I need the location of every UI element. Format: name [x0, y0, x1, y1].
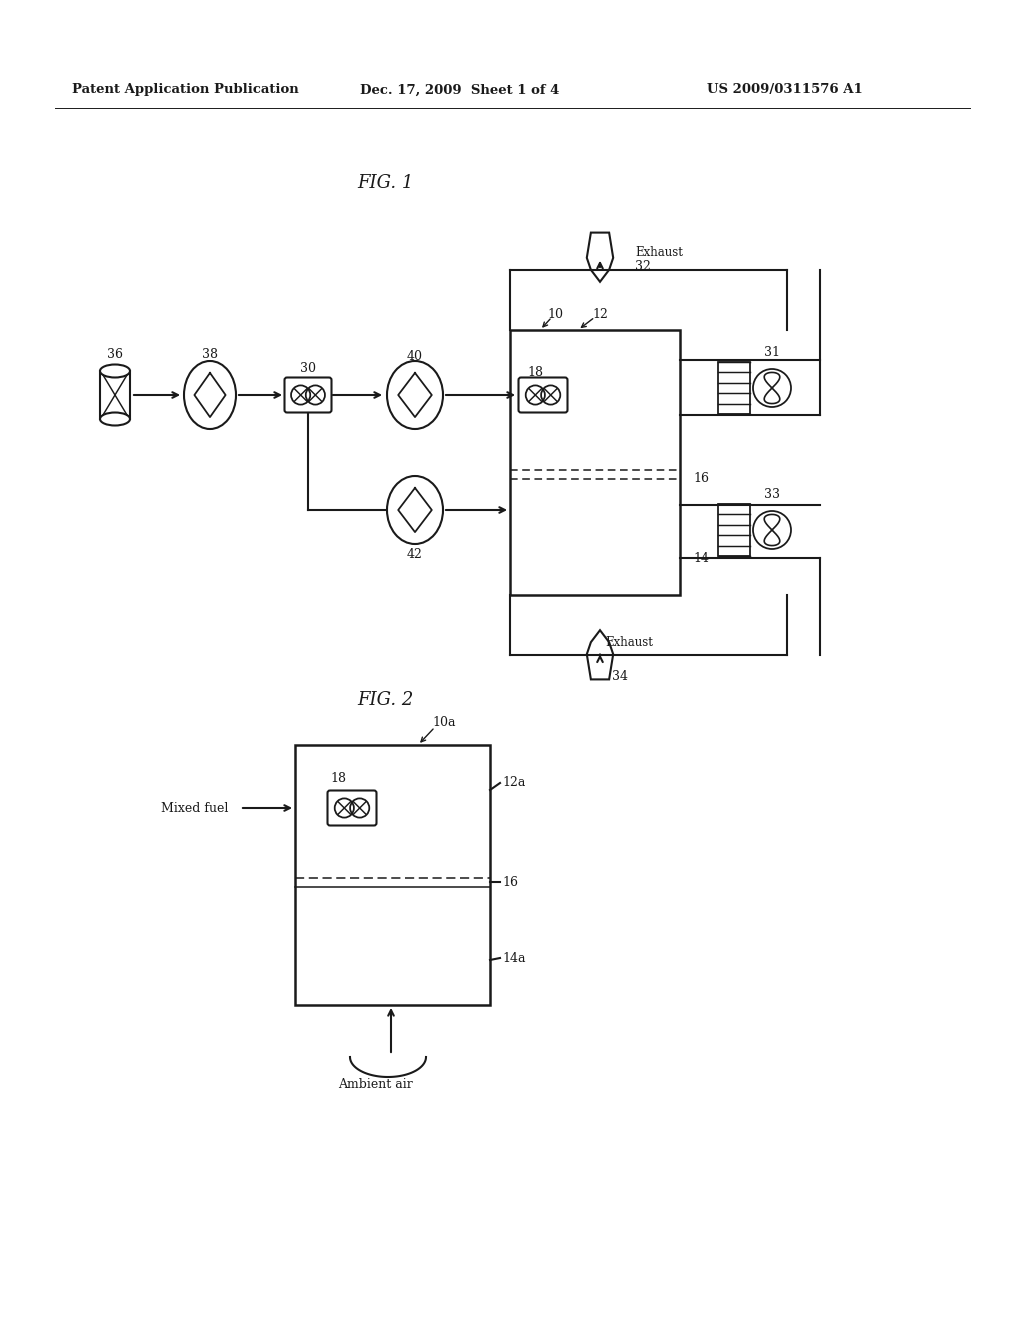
Text: Exhaust: Exhaust — [635, 246, 683, 259]
Bar — [295, 744, 490, 1005]
FancyBboxPatch shape — [285, 378, 332, 412]
Bar — [718, 362, 750, 414]
Ellipse shape — [100, 412, 130, 425]
Bar — [100, 371, 130, 418]
Text: 38: 38 — [202, 348, 218, 362]
Text: 33: 33 — [764, 487, 780, 500]
Text: Exhaust: Exhaust — [605, 636, 653, 649]
Polygon shape — [587, 630, 613, 680]
Text: 16: 16 — [502, 875, 518, 888]
Text: Patent Application Publication: Patent Application Publication — [72, 83, 298, 96]
Polygon shape — [587, 232, 613, 281]
Text: 18: 18 — [330, 771, 346, 784]
Text: 36: 36 — [106, 348, 123, 362]
Text: 32: 32 — [635, 260, 651, 273]
Text: Dec. 17, 2009  Sheet 1 of 4: Dec. 17, 2009 Sheet 1 of 4 — [360, 83, 560, 96]
Text: 12a: 12a — [502, 776, 525, 788]
Ellipse shape — [387, 360, 443, 429]
Ellipse shape — [100, 364, 130, 378]
Text: 16: 16 — [693, 471, 709, 484]
Circle shape — [753, 370, 791, 407]
Text: 12: 12 — [592, 309, 608, 322]
Text: 40: 40 — [407, 351, 423, 363]
Bar — [510, 330, 680, 595]
FancyBboxPatch shape — [328, 791, 377, 825]
Text: FIG. 2: FIG. 2 — [356, 690, 414, 709]
Bar — [718, 504, 750, 556]
Text: 10a: 10a — [432, 717, 456, 730]
Text: 10: 10 — [547, 309, 563, 322]
Text: 42: 42 — [408, 549, 423, 561]
FancyBboxPatch shape — [518, 378, 567, 412]
Ellipse shape — [184, 360, 236, 429]
Circle shape — [753, 511, 791, 549]
Text: Mixed fuel: Mixed fuel — [162, 801, 228, 814]
Text: 30: 30 — [300, 362, 316, 375]
Text: FIG. 1: FIG. 1 — [356, 174, 414, 191]
Text: 18: 18 — [527, 366, 543, 379]
Text: 31: 31 — [764, 346, 780, 359]
Text: 34: 34 — [612, 671, 628, 684]
Text: Ambient air: Ambient air — [338, 1078, 413, 1092]
Ellipse shape — [387, 477, 443, 544]
Text: US 2009/0311576 A1: US 2009/0311576 A1 — [708, 83, 863, 96]
Text: 14: 14 — [693, 552, 709, 565]
Text: 14a: 14a — [502, 952, 525, 965]
